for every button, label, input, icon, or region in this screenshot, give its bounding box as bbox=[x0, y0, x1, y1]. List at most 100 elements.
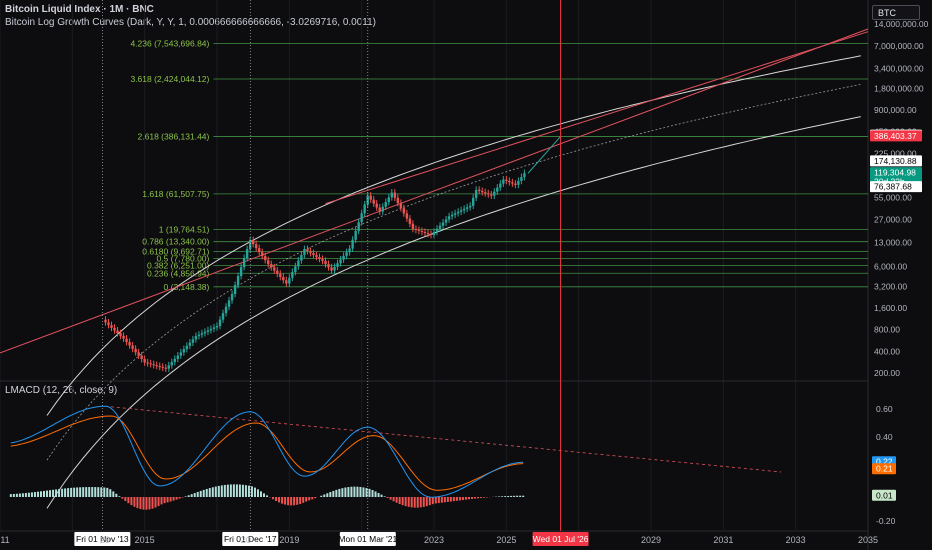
candle-body bbox=[125, 338, 128, 343]
lmacd-histogram-bar bbox=[124, 497, 127, 502]
lmacd-histogram-bar bbox=[356, 486, 359, 497]
symbol-badge[interactable]: BTC bbox=[872, 5, 920, 20]
fib-level-label: 0 (3,148.38) bbox=[164, 282, 210, 292]
lmacd-histogram-bar bbox=[501, 496, 504, 497]
lmacd-histogram-bar bbox=[410, 497, 413, 508]
lmacd-histogram-bar bbox=[157, 497, 160, 507]
fib-level-label: 0.236 (4,856.94) bbox=[147, 268, 210, 278]
candle-body bbox=[456, 211, 460, 214]
lmacd-histogram-bar bbox=[133, 497, 136, 507]
lmacd-histogram-bar bbox=[513, 495, 516, 497]
candle-body bbox=[294, 266, 297, 273]
lmacd-histogram-bar bbox=[461, 497, 464, 501]
time-axis-label: 2029 bbox=[641, 535, 661, 545]
candle-body bbox=[360, 213, 363, 223]
lmacd-histogram-bar bbox=[344, 487, 347, 497]
candle-body bbox=[200, 333, 204, 335]
lmacd-histogram-bar bbox=[419, 497, 422, 508]
candle-body bbox=[300, 254, 303, 261]
lmacd-histogram-bar bbox=[477, 497, 480, 499]
lmacd-histogram-bar bbox=[308, 497, 311, 501]
lmacd-histogram-bar bbox=[338, 488, 341, 497]
macd-tag-bg bbox=[872, 463, 896, 475]
lmacd-histogram-bar bbox=[30, 492, 33, 497]
lmacd-histogram-bar bbox=[281, 497, 284, 504]
candle-body bbox=[369, 195, 372, 200]
lmacd-histogram-bar bbox=[49, 490, 52, 497]
time-axis-label: 2025 bbox=[496, 535, 516, 545]
candle-body bbox=[254, 244, 258, 249]
candle-body bbox=[423, 232, 427, 234]
lmacd-histogram-bar bbox=[398, 497, 401, 505]
candle-body bbox=[149, 363, 152, 365]
price-axis-label: 6,000.00 bbox=[874, 262, 907, 272]
candle-body bbox=[285, 280, 288, 284]
lmacd-histogram-bar bbox=[266, 495, 269, 497]
lmacd-histogram-bar bbox=[21, 493, 24, 497]
lmacd-histogram-bar bbox=[232, 484, 235, 497]
lmacd-histogram-bar bbox=[61, 488, 64, 497]
candle-body bbox=[417, 230, 421, 232]
candle-body bbox=[155, 365, 158, 367]
candle-body bbox=[471, 197, 475, 206]
trend-line-short bbox=[325, 31, 869, 205]
candle-body bbox=[468, 205, 472, 208]
lmacd-histogram-bar bbox=[12, 493, 15, 497]
candle-body bbox=[502, 179, 505, 184]
lmacd-histogram-bar bbox=[91, 487, 94, 497]
lmacd-histogram-bar bbox=[148, 497, 151, 510]
lmacd-histogram-bar bbox=[359, 486, 362, 497]
lmacd-trend-line bbox=[104, 405, 782, 473]
candle-body bbox=[110, 325, 113, 328]
lmacd-histogram-bar bbox=[374, 491, 377, 497]
indicator-legend[interactable]: Bitcoin Log Growth Curves (Dark, Y, Y, 1… bbox=[5, 17, 377, 28]
time-axis-label: 2035 bbox=[858, 535, 878, 545]
lmacd-histogram-bar bbox=[386, 497, 389, 499]
lmacd-histogram-bar bbox=[220, 485, 223, 497]
lmacd-histogram-bar bbox=[82, 487, 85, 497]
candle-body bbox=[185, 345, 189, 350]
growth-curve-mid bbox=[46, 84, 861, 461]
lmacd-histogram-bar bbox=[473, 497, 476, 499]
lmacd-histogram-bar bbox=[211, 487, 214, 497]
price-tag-bg bbox=[870, 155, 922, 167]
candle-body bbox=[270, 264, 273, 268]
candle-body bbox=[137, 352, 140, 356]
candle-body bbox=[236, 276, 240, 286]
candle-body bbox=[375, 203, 378, 208]
lmacd-histogram-bar bbox=[287, 497, 290, 506]
lmacd-histogram-bar bbox=[401, 497, 404, 506]
lmacd-histogram-bar bbox=[332, 490, 335, 497]
price-tag-bg bbox=[870, 167, 922, 179]
candle-body bbox=[474, 189, 478, 198]
lmacd-histogram-bar bbox=[112, 491, 115, 497]
lmacd-histogram-bar bbox=[109, 489, 112, 497]
price-tag-label: 386,403.37 bbox=[874, 131, 917, 141]
fib-level-label: 3.618 (2,424,044.12) bbox=[130, 74, 209, 84]
lmacd-histogram-bar bbox=[79, 487, 82, 497]
price-axis-label: 800.00 bbox=[874, 325, 900, 335]
date-marker-bg bbox=[74, 532, 131, 546]
lmacd-histogram-bar bbox=[253, 487, 256, 497]
candle-body bbox=[499, 183, 502, 188]
date-marker-label: Fri 01 Dec '17 bbox=[224, 534, 277, 544]
candle-body bbox=[330, 267, 333, 271]
candle-body bbox=[116, 330, 119, 334]
candle-body bbox=[224, 306, 228, 314]
lmacd-histogram-bar bbox=[247, 485, 250, 497]
fib-level-label: 1 (19,764.51) bbox=[159, 224, 210, 234]
candle-body bbox=[396, 197, 400, 204]
candle-body bbox=[366, 195, 369, 205]
lmacd-histogram-bar bbox=[244, 485, 247, 497]
lmacd-histogram-bar bbox=[380, 494, 383, 497]
date-marker-label: Fri 01 Nov '13 bbox=[76, 534, 129, 544]
lmacd-legend[interactable]: LMACD (12, 26, close, 9) bbox=[5, 385, 118, 396]
candle-body bbox=[203, 331, 207, 334]
lmacd-histogram-bar bbox=[434, 497, 437, 504]
candle-body bbox=[321, 258, 324, 261]
lmacd-histogram-bar bbox=[187, 495, 190, 497]
lmacd-histogram-bar bbox=[350, 486, 353, 497]
lmacd-histogram-bar bbox=[64, 488, 67, 497]
lmacd-histogram-bar bbox=[431, 497, 434, 505]
